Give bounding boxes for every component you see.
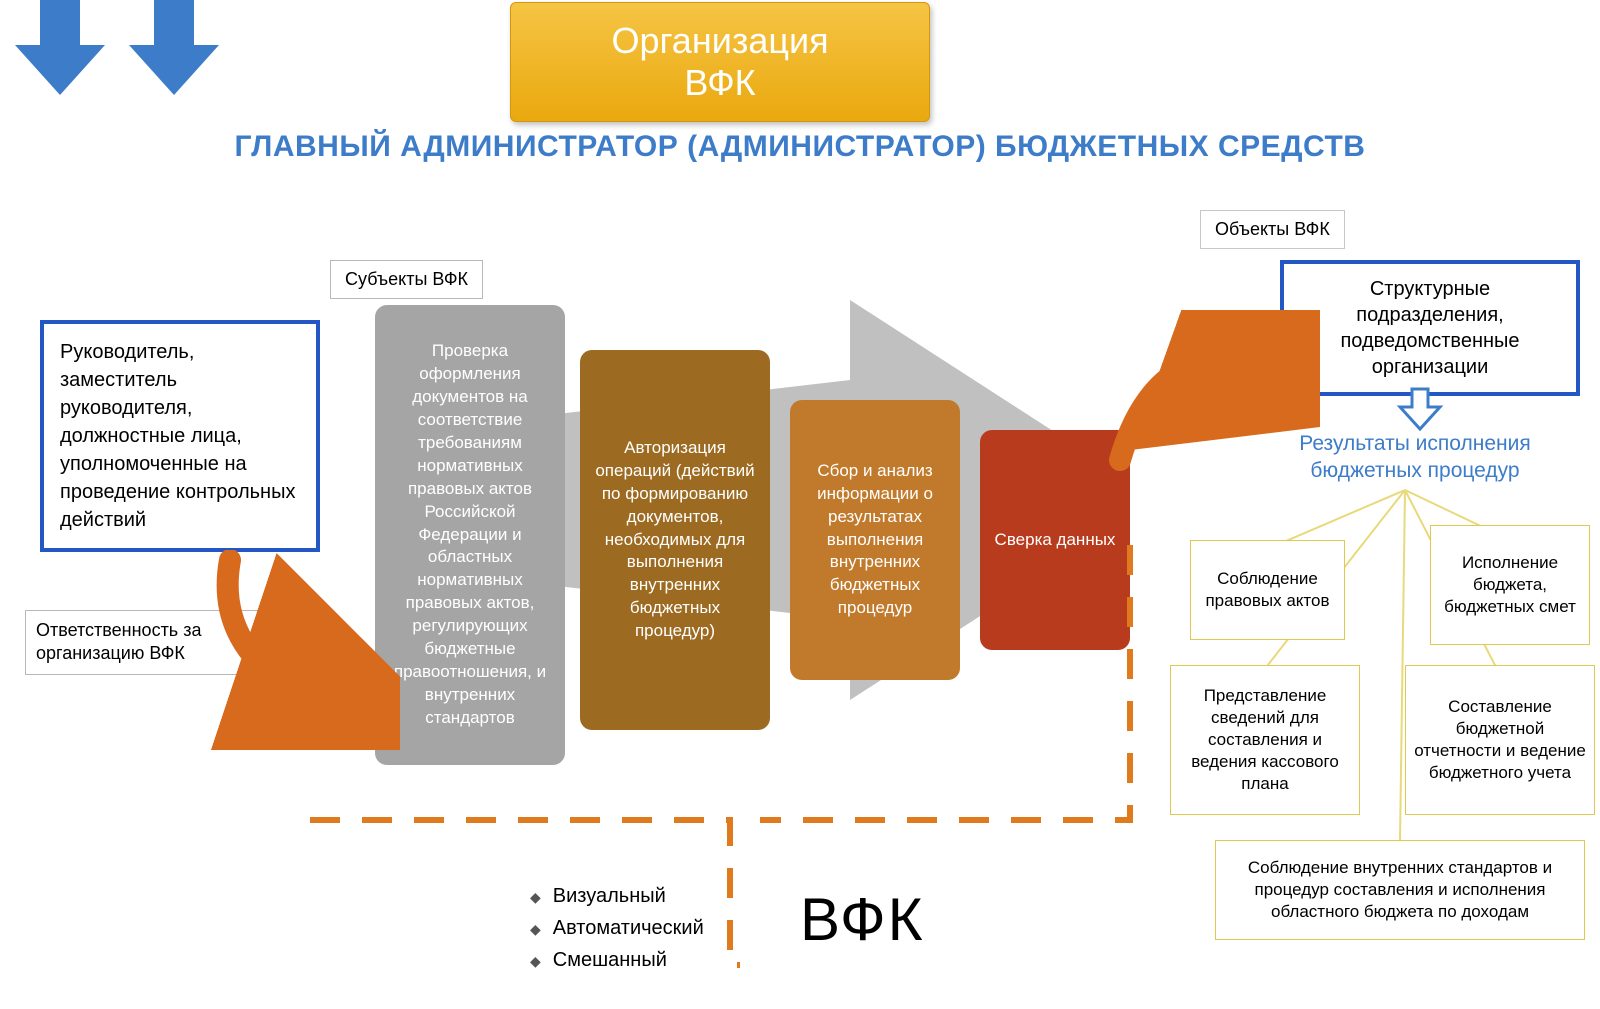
vfk-type-1: Визуальный bbox=[530, 880, 704, 912]
vfk-types-list: Визуальный Автоматический Смешанный bbox=[530, 880, 704, 976]
objects-label: Объекты ВФК bbox=[1200, 210, 1345, 249]
title-box: Организация ВФК bbox=[510, 2, 930, 122]
column-3: Сбор и анализ информации о результатах в… bbox=[790, 400, 960, 680]
column-1: Проверка оформления документов на соотве… bbox=[375, 305, 565, 765]
responsibility-box: Ответственность за организацию ВФК bbox=[25, 610, 275, 675]
vfk-big-label: ВФК bbox=[800, 885, 925, 954]
small-down-arrow-icon bbox=[1395, 385, 1445, 435]
subjects-label: Субъекты ВФК bbox=[330, 260, 483, 299]
result-box-1: Соблюдение правовых актов bbox=[1190, 540, 1345, 640]
subtitle: ГЛАВНЫЙ АДМИНИСТРАТОР (АДМИНИСТРАТОР) БЮ… bbox=[0, 130, 1600, 164]
result-box-4: Составление бюджетной отчетности и веден… bbox=[1405, 665, 1595, 815]
subject-box: Руководитель, заместитель руководителя, … bbox=[40, 320, 320, 552]
objects-box: Структурные подразделения, подведомствен… bbox=[1280, 260, 1580, 396]
results-header: Результаты исполнения бюджетных процедур bbox=[1250, 430, 1580, 485]
result-box-3: Представление сведений для составления и… bbox=[1170, 665, 1360, 815]
result-box-2: Исполнение бюджета, бюджетных смет bbox=[1430, 525, 1590, 645]
result-box-5: Соблюдение внутренних стандартов и проце… bbox=[1215, 840, 1585, 940]
title-line2: ВФК bbox=[511, 62, 929, 104]
arrow-right-icon bbox=[114, 0, 224, 110]
column-4: Сверка данных bbox=[980, 430, 1130, 650]
arrow-left-icon bbox=[0, 0, 110, 110]
title-line1: Организация bbox=[511, 20, 929, 62]
vfk-type-2: Автоматический bbox=[530, 912, 704, 944]
vfk-type-3: Смешанный bbox=[530, 944, 704, 976]
column-2: Авторизация операций (действий по формир… bbox=[580, 350, 770, 730]
